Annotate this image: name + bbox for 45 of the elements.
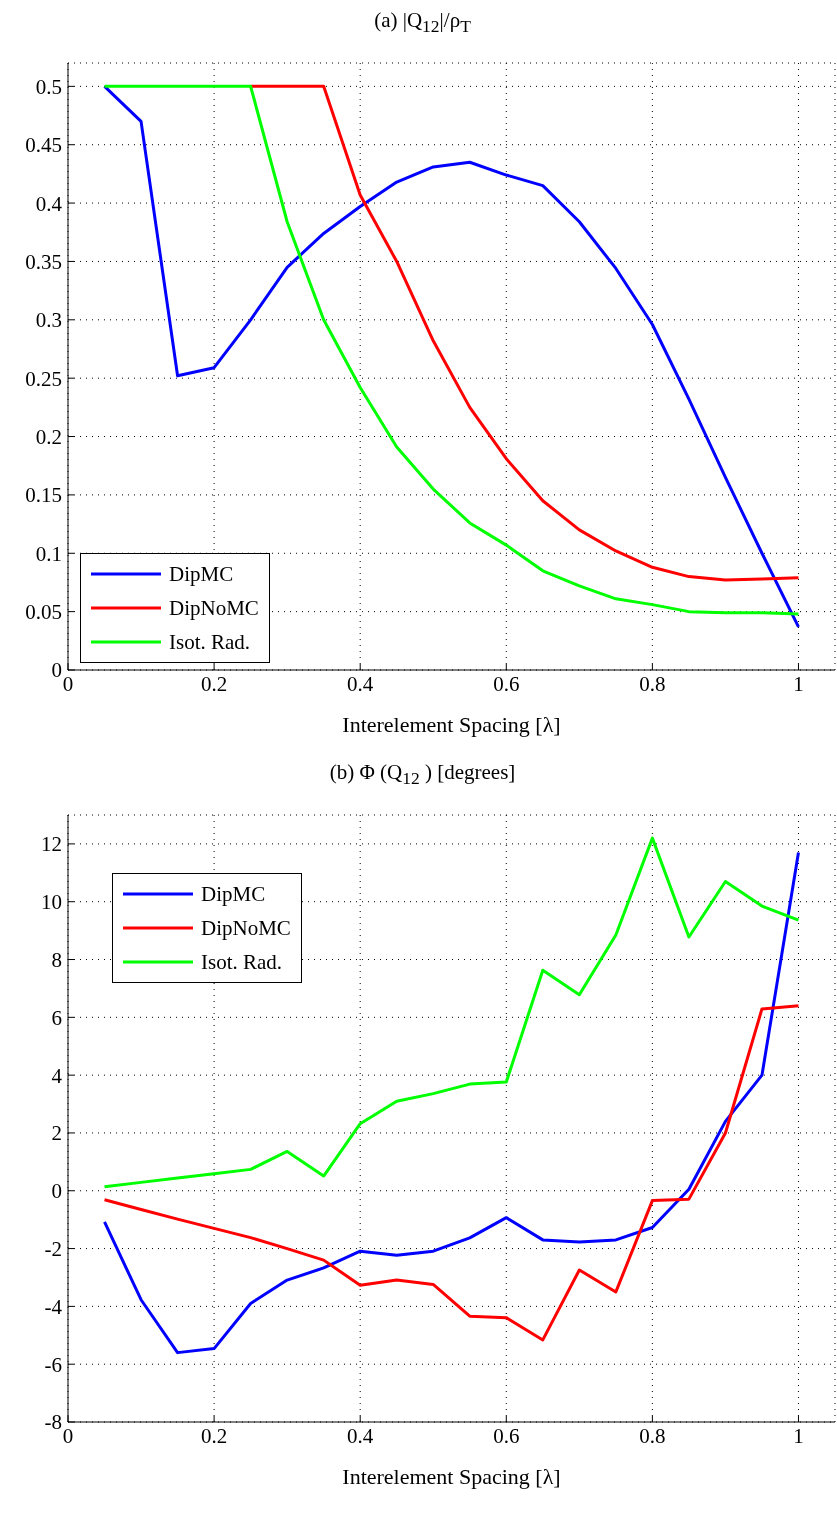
y-tick-label: 0.15 bbox=[25, 483, 62, 508]
x-tick-label: 0.6 bbox=[493, 671, 520, 696]
y-tick-label: 0.4 bbox=[35, 191, 63, 216]
x-tick-label: 0.2 bbox=[200, 1423, 228, 1448]
legend-label: DipMC bbox=[169, 561, 234, 587]
y-tick-label: 6 bbox=[51, 1005, 62, 1030]
y-tick-label: -4 bbox=[44, 1294, 63, 1319]
y-tick-label: 0.35 bbox=[25, 249, 62, 274]
y-tick-label: 0.25 bbox=[25, 366, 62, 391]
legend-label: Isot. Rad. bbox=[169, 629, 251, 655]
y-tick-label: 0 bbox=[51, 1179, 62, 1204]
x-tick-label: 0.6 bbox=[493, 1423, 520, 1448]
x-tick-label: 1 bbox=[793, 671, 804, 696]
x-axis-title: Interelement Spacing [λ] bbox=[342, 1464, 561, 1489]
y-tick-label: 0.1 bbox=[35, 541, 62, 566]
legend-label: DipNoMC bbox=[169, 595, 259, 621]
y-tick-label: 0.05 bbox=[25, 600, 62, 625]
chart-title: (b) Φ (Q$_{12}$ ) [degrees] bbox=[328, 760, 517, 790]
y-tick-label: -2 bbox=[44, 1237, 62, 1262]
y-tick-label: 8 bbox=[51, 947, 62, 972]
x-tick-label: 0.2 bbox=[200, 671, 228, 696]
chart-title: (a) |Q$_{12}$|/ρ$_{T}$ bbox=[373, 8, 472, 38]
line-series bbox=[249, 84, 800, 582]
y-tick-label: -8 bbox=[44, 1410, 62, 1435]
y-tick-label: 0.5 bbox=[35, 74, 62, 99]
x-tick-label: 0.8 bbox=[639, 1423, 666, 1448]
legend-label: DipNoMC bbox=[201, 915, 291, 941]
x-axis-title: Interelement Spacing [λ] bbox=[342, 712, 561, 737]
legend-label: Isot. Rad. bbox=[201, 949, 283, 975]
y-tick-label: 4 bbox=[51, 1063, 63, 1088]
y-tick-label: 0.3 bbox=[35, 308, 62, 333]
legend-label: DipMC bbox=[201, 881, 266, 907]
line-series bbox=[103, 851, 800, 1355]
y-tick-label: 0.45 bbox=[25, 133, 62, 158]
y-tick-label: 10 bbox=[41, 890, 62, 915]
y-tick-label: 0.2 bbox=[35, 424, 62, 449]
y-tick-label: -6 bbox=[44, 1352, 62, 1377]
y-tick-label: 12 bbox=[41, 832, 62, 857]
x-tick-label: 0.4 bbox=[347, 1423, 374, 1448]
x-tick-label: 0.4 bbox=[347, 671, 374, 696]
x-tick-label: 0.8 bbox=[639, 671, 666, 696]
line-series bbox=[103, 836, 800, 1189]
y-tick-label: 2 bbox=[51, 1121, 62, 1146]
line-series bbox=[103, 1004, 800, 1342]
x-tick-label: 1 bbox=[793, 1423, 804, 1448]
